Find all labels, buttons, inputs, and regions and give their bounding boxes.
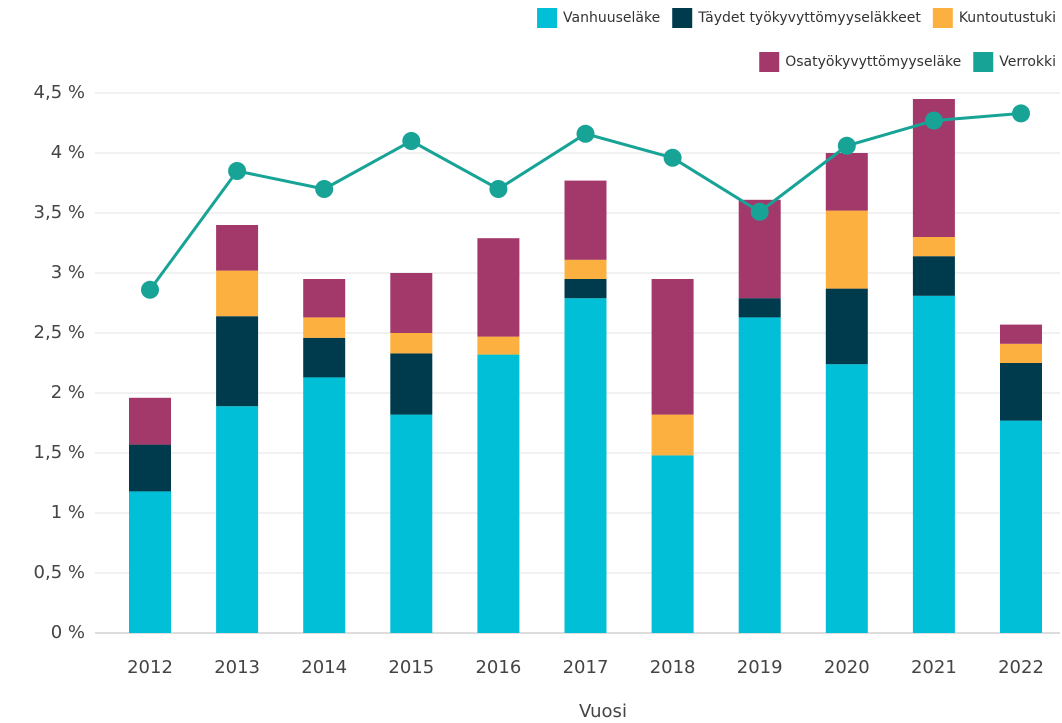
y-tick-label: 3 % — [51, 262, 85, 283]
legend-swatch — [759, 52, 780, 72]
bar-segment — [651, 279, 694, 415]
bar-segment — [825, 210, 868, 289]
y-tick-label: 1 % — [51, 502, 85, 523]
bar-segment — [1000, 324, 1042, 344]
legend-label: Osatyökyvyttömyyseläke — [785, 54, 961, 70]
y-tick-label: 4 % — [51, 142, 85, 163]
bar-segment — [216, 316, 259, 407]
bar-segment — [912, 256, 955, 296]
line-marker — [315, 180, 334, 198]
bar-segment — [1000, 343, 1042, 363]
bar-segment — [129, 397, 171, 445]
bar-segment — [303, 337, 346, 378]
bar-segment — [564, 180, 607, 260]
x-tick-label: 2014 — [301, 657, 347, 678]
x-tick-label: 2020 — [824, 657, 870, 678]
bar-segment — [303, 279, 346, 318]
x-axis-label: Vuosi — [579, 701, 627, 722]
bar-segment — [564, 259, 607, 279]
line-marker — [837, 136, 856, 155]
legend-swatch — [672, 8, 693, 28]
y-tick-label: 3,5 % — [34, 202, 85, 223]
line-marker — [924, 111, 943, 130]
bar-segment — [825, 153, 868, 211]
line-marker — [402, 132, 421, 150]
x-tick-label: 2021 — [911, 657, 957, 678]
bar-segment — [216, 225, 259, 271]
bar-segment — [477, 354, 520, 633]
bar-segment — [564, 279, 607, 299]
bar-segment — [738, 298, 781, 318]
bar-segment — [390, 414, 433, 633]
bar-segment — [912, 295, 955, 633]
x-tick-label: 2022 — [998, 657, 1044, 678]
bar-segment — [216, 406, 259, 633]
y-tick-label: 0,5 % — [34, 562, 85, 583]
bar-segment — [303, 317, 346, 338]
bar-segment — [390, 273, 433, 333]
bar-segment — [390, 353, 433, 415]
legend-swatch — [537, 8, 558, 28]
x-tick-label: 2015 — [388, 657, 434, 678]
line-marker — [1012, 104, 1030, 123]
bar-segment — [564, 298, 607, 633]
x-tick-label: 2012 — [127, 657, 173, 678]
bar-segment — [129, 444, 171, 492]
bar-segment — [216, 270, 259, 317]
legend-swatch — [973, 52, 994, 72]
bar-segment — [651, 414, 694, 456]
bar-segment — [1000, 363, 1042, 421]
line-marker — [489, 180, 508, 198]
bar-segment — [912, 237, 955, 257]
bar-segment — [477, 238, 520, 337]
bar-segment — [825, 364, 868, 633]
legend-swatch — [932, 8, 953, 28]
bar-segment — [825, 288, 868, 365]
bar-segment — [738, 317, 781, 633]
line-marker — [663, 148, 682, 167]
x-tick-label: 2019 — [737, 657, 783, 678]
y-tick-label: 2,5 % — [34, 322, 85, 343]
legend-label: Täydet työkyvyttömyyseläkkeet — [697, 10, 921, 26]
y-tick-label: 1,5 % — [34, 442, 85, 463]
bar-segment — [651, 455, 694, 633]
legend-label: Vanhuuseläke — [563, 10, 660, 26]
x-tick-label: 2016 — [475, 657, 521, 678]
line-marker — [750, 202, 769, 221]
y-tick-label: 4,5 % — [34, 82, 85, 103]
y-tick-label: 2 % — [51, 382, 85, 403]
line-marker — [228, 162, 247, 180]
bar-segment — [477, 336, 520, 355]
line-marker — [576, 124, 595, 143]
bar-segment — [1000, 420, 1042, 633]
x-tick-label: 2013 — [214, 657, 260, 678]
y-tick-label: 0 % — [51, 622, 85, 643]
bar-segment — [390, 333, 433, 354]
x-tick-label: 2018 — [650, 657, 696, 678]
line-marker — [141, 280, 159, 299]
x-tick-label: 2017 — [563, 657, 609, 678]
bar-segment — [129, 491, 171, 633]
legend-label: Kuntoutustuki — [959, 10, 1056, 26]
legend-label: Verrokki — [999, 54, 1056, 70]
bar-segment — [303, 377, 346, 633]
